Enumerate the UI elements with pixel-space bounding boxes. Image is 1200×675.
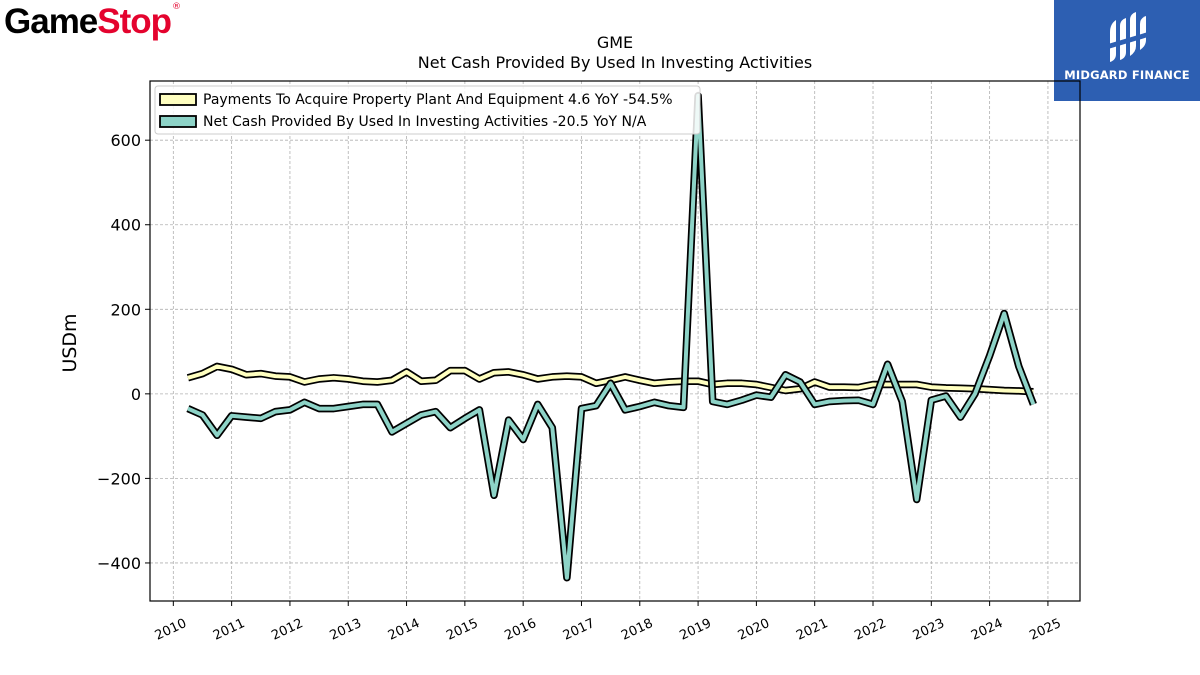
chart-subtitle: Net Cash Provided By Used In Investing A…: [417, 53, 813, 72]
legend: Payments To Acquire Property Plant And E…: [154, 85, 701, 135]
y-tick-label: 0: [131, 385, 141, 404]
y-tick-label: 400: [110, 216, 141, 235]
midgard-finance-logo: MIDGARD FINANCE: [1054, 0, 1200, 101]
gridlines: [150, 81, 1080, 601]
gamestop-logo: GameStop®: [4, 2, 181, 42]
x-tick-label: 2020: [736, 616, 772, 644]
logo-registered-mark: ®: [172, 2, 182, 12]
x-tick-label: 2025: [1027, 616, 1063, 644]
logo-text-stop: Stop: [97, 2, 172, 41]
x-tick-label: 2018: [619, 616, 655, 644]
x-tick-label: 2024: [969, 616, 1005, 644]
x-tick-label: 2016: [503, 616, 539, 644]
series-lines: [186, 92, 1037, 582]
midgard-finance-wordmark: MIDGARD FINANCE: [1064, 68, 1190, 82]
logo-text-game: Game: [4, 2, 98, 41]
midgard-emblem-icon: [1108, 12, 1148, 62]
y-tick-label: −200: [97, 469, 141, 488]
x-tick-label: 2021: [794, 616, 830, 644]
y-axis-label: USDm: [59, 313, 81, 372]
x-tick-label: 2022: [852, 616, 888, 644]
x-tick-label: 2023: [911, 616, 947, 644]
x-tick-label: 2019: [677, 616, 713, 644]
x-tick-label: 2011: [211, 616, 247, 644]
x-tick-label: 2015: [444, 616, 480, 644]
chart-title: GME: [596, 33, 634, 52]
legend-label: Net Cash Provided By Used In Investing A…: [203, 114, 647, 130]
x-tick-label: 2014: [386, 616, 422, 644]
x-tick-label: 2013: [328, 616, 364, 644]
series-line-outline: [186, 92, 1037, 582]
legend-box: [154, 85, 701, 135]
y-tick-label: 200: [110, 300, 141, 319]
x-tick-label: 2012: [269, 616, 305, 644]
y-tick-label: −400: [97, 554, 141, 573]
legend-label: Payments To Acquire Property Plant And E…: [203, 92, 673, 108]
legend-swatch: [159, 115, 197, 128]
legend-swatch: [159, 93, 197, 106]
x-tick-label: 2010: [153, 616, 189, 644]
plot-frame: [149, 80, 1081, 602]
y-tick-label: 600: [110, 131, 141, 150]
series-line-2: [187, 93, 1036, 580]
x-tick-label: 2017: [561, 616, 597, 644]
